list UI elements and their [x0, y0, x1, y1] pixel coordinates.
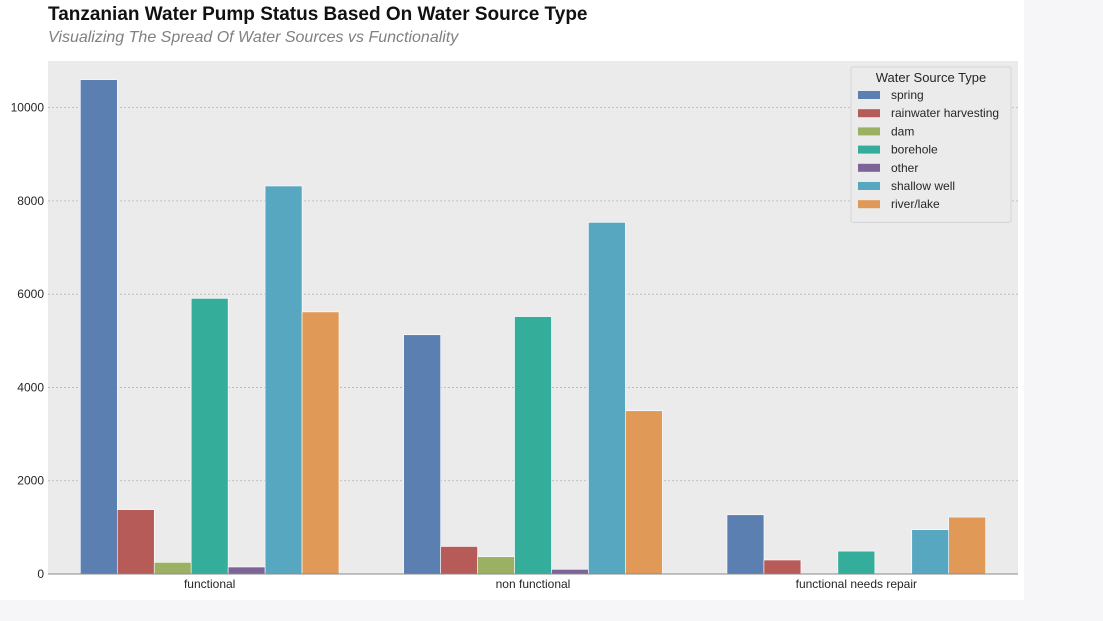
bar-dam: [153, 562, 192, 575]
legend-label: dam: [891, 124, 914, 138]
bar-spring: [80, 79, 118, 575]
bar-shallow-well: [911, 529, 950, 575]
legend-title: Water Source Type: [876, 70, 987, 85]
bar-rainwater-harvesting: [440, 546, 478, 575]
bar-rainwater-harvesting: [763, 559, 802, 575]
bar-dam: [477, 556, 515, 575]
legend-label: river/lake: [891, 197, 940, 211]
y-tick-label: 0: [37, 567, 44, 581]
legend-label: spring: [891, 88, 924, 102]
legend-box: [850, 66, 1012, 223]
bar-rainwater-harvesting: [116, 509, 155, 575]
x-tick-label: functional: [184, 577, 235, 591]
bar-spring: [403, 334, 441, 575]
x-tick-label: non functional: [496, 577, 571, 591]
legend-label: shallow well: [891, 179, 955, 193]
y-tick-label: 8000: [17, 194, 44, 208]
x-tick-label: functional needs repair: [796, 577, 917, 591]
bar-other: [227, 566, 266, 575]
y-tick-label: 10000: [11, 101, 45, 115]
legend-swatch: [858, 200, 880, 209]
legend-label: other: [891, 161, 918, 175]
chart-title: Tanzanian Water Pump Status Based On Wat…: [48, 4, 588, 25]
bar-river-lake: [301, 311, 340, 575]
bar-river-lake: [948, 516, 986, 575]
bar-chart: 0 2000 4000 6000 8000 10000 functional non func…: [11, 61, 1018, 591]
chart-figure: Tanzanian Water Pump Status Based On Wat…: [10, 4, 1018, 591]
legend-swatch: [858, 182, 880, 190]
bar-shallow-well: [588, 222, 626, 575]
bar-borehole: [514, 316, 552, 575]
bar-shallow-well: [264, 185, 303, 575]
bar-other: [551, 569, 589, 575]
bar-borehole: [190, 298, 229, 575]
y-tick-label: 2000: [17, 474, 44, 488]
legend-swatch: [858, 127, 880, 136]
legend-label: rainwater harvesting: [891, 106, 999, 120]
bar-borehole: [837, 550, 876, 575]
y-tick-label: 6000: [17, 287, 44, 301]
bar-river-lake: [625, 410, 663, 575]
legend-swatch: [858, 145, 880, 154]
y-tick-label: 4000: [17, 380, 44, 394]
chart-subtitle: Visualizing The Spread Of Water Sources …: [48, 29, 459, 46]
bar-spring: [726, 514, 765, 575]
legend-swatch: [858, 109, 880, 118]
legend-swatch: [858, 91, 880, 99]
legend-swatch: [858, 163, 880, 172]
legend-label: borehole: [891, 143, 938, 157]
